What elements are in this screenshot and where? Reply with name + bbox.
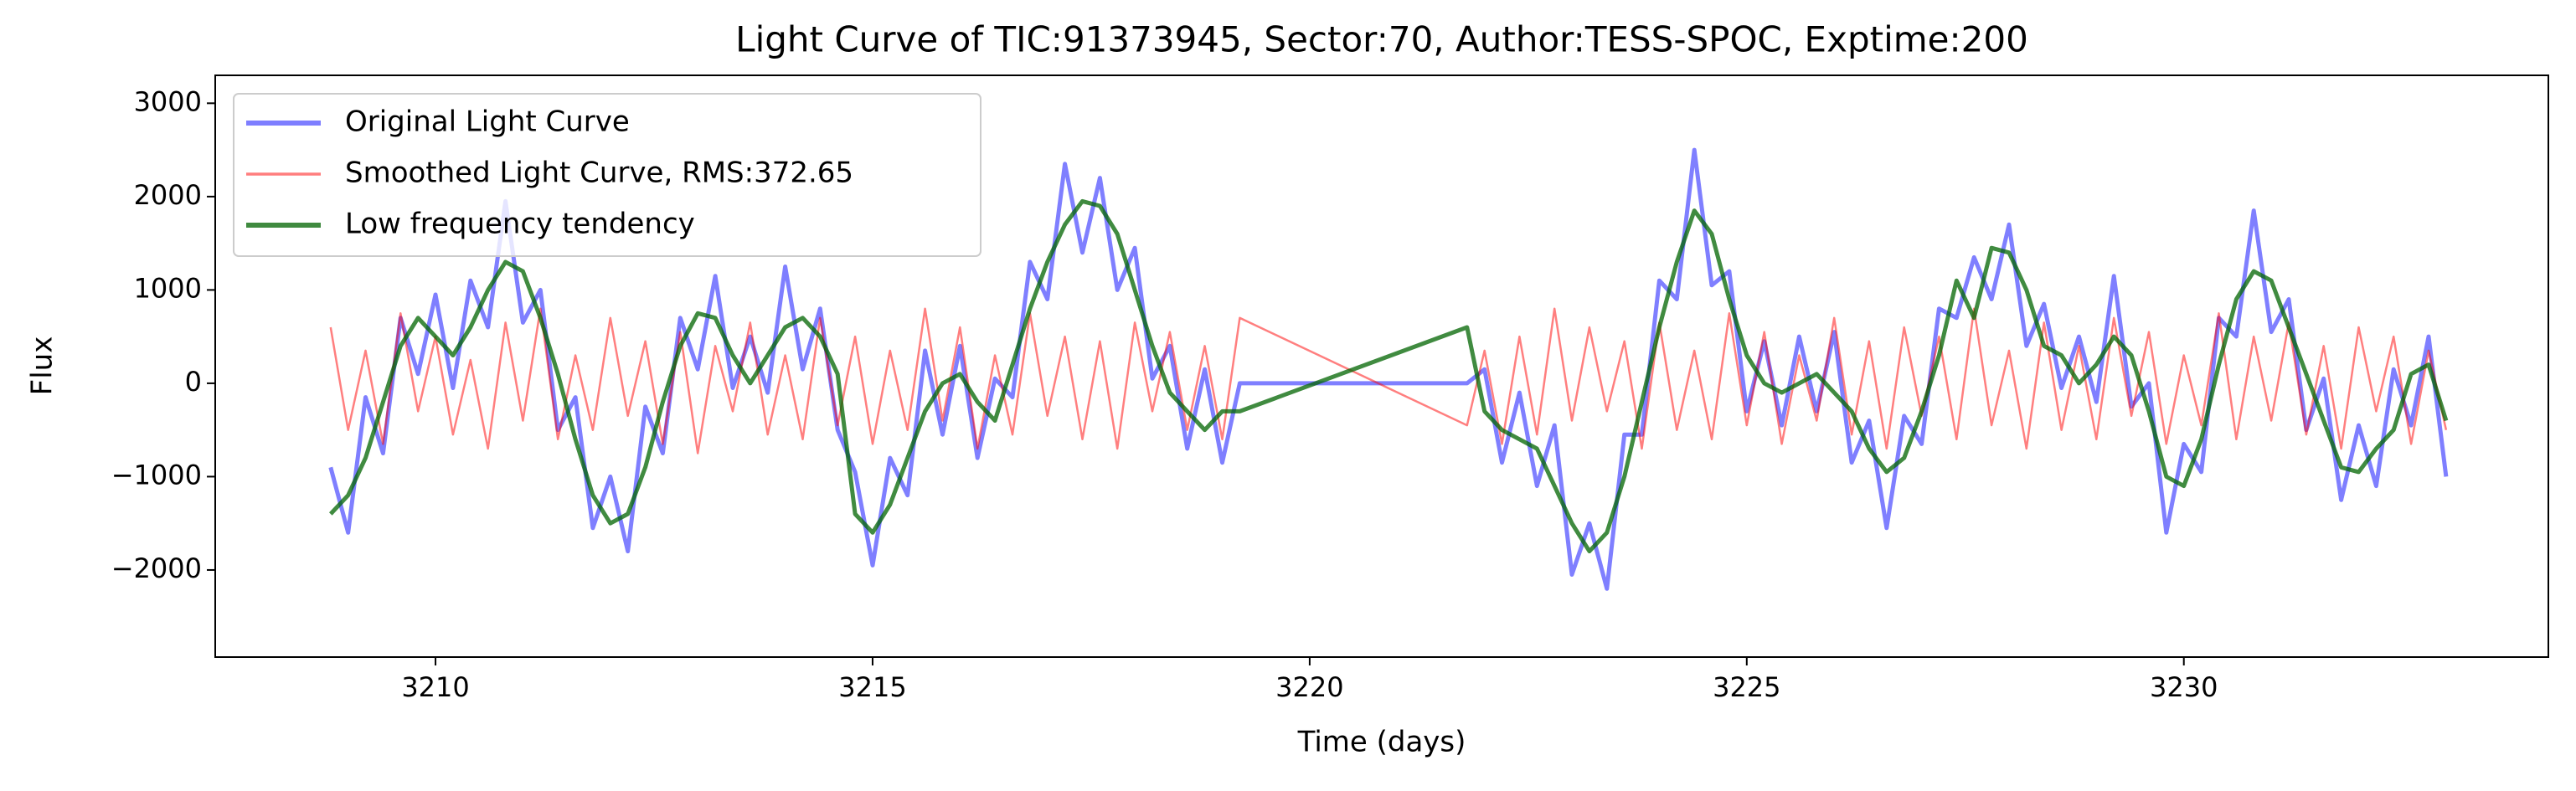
series-line (328, 198, 2449, 554)
legend-box (233, 93, 981, 257)
x-tick-label: 3215 (838, 671, 906, 703)
axes-frame (214, 74, 2549, 658)
x-tick-label: 3225 (1713, 671, 1780, 703)
y-tick-label: 2000 (134, 179, 202, 211)
y-tick-label: 0 (185, 366, 202, 398)
y-axis-label: Flux (26, 336, 59, 396)
y-tick-label: 3000 (134, 85, 202, 117)
x-tick-label: 3230 (2150, 671, 2218, 703)
y-tick-label: −2000 (111, 552, 202, 584)
legend-label: Low frequency tendency (345, 208, 695, 241)
x-axis-label: Time (days) (1297, 726, 1466, 759)
y-tick-label: 1000 (134, 272, 202, 304)
x-tick-label: 3210 (401, 671, 469, 703)
plot-area (328, 147, 2449, 591)
legend: Original Light Curve Smoothed Light Curve… (233, 93, 981, 257)
y-tick-label: −1000 (111, 459, 202, 491)
series-line (328, 147, 2449, 591)
chart-title: Light Curve of TIC:91373945, Sector:70, … (735, 19, 2028, 60)
x-tick-label: 3220 (1275, 671, 1343, 703)
series-line (329, 307, 2448, 455)
legend-label: Original Light Curve (345, 105, 630, 139)
legend-label: Smoothed Light Curve, RMS:372.65 (345, 157, 853, 190)
